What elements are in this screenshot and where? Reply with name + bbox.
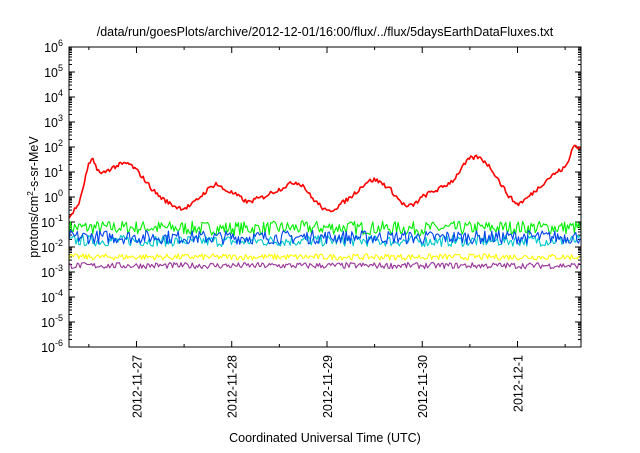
y-tick-label: 100 — [44, 188, 63, 205]
series-line — [68, 144, 581, 219]
y-tick-label: 105 — [44, 63, 63, 80]
y-tick-label: 10-4 — [41, 288, 63, 305]
series-line — [68, 229, 581, 245]
chart-title: /data/run/goesPlots/archive/2012-12-01/1… — [97, 25, 554, 39]
plot-frame — [68, 46, 582, 348]
series-line — [68, 261, 581, 270]
y-tick-label: 10-1 — [41, 213, 63, 230]
y-tick-label: 101 — [44, 163, 63, 180]
y-axis-ticks: 10-6 10-5 10-4 10-3 10-2 10-1 100 101 102 103 104 1… — [41, 38, 581, 355]
series-layer — [68, 144, 581, 270]
series-line — [68, 220, 581, 236]
x-tick-label: 2012-12-1 — [511, 355, 525, 412]
series-line — [68, 253, 581, 261]
y-tick-label: 10-2 — [41, 238, 63, 255]
y-tick-label: 104 — [44, 88, 63, 105]
x-tick-label: 2012-11-29 — [321, 355, 335, 418]
x-axis-label: Coordinated Universal Time (UTC) — [229, 431, 421, 445]
y-tick-label: 10-6 — [41, 338, 63, 355]
y-tick-label: 102 — [44, 138, 63, 155]
y-tick-label: 10-3 — [41, 263, 63, 280]
y-tick-label: 10-5 — [41, 313, 63, 330]
y-tick-label: 106 — [44, 38, 63, 55]
x-tick-label: 2012-11-30 — [416, 355, 430, 418]
x-tick-label: 2012-11-27 — [130, 355, 144, 418]
x-tick-label: 2012-11-28 — [226, 355, 240, 418]
y-axis-label: protons/cm2-s-sr-MeV — [25, 136, 41, 258]
y-tick-label: 103 — [44, 113, 63, 130]
